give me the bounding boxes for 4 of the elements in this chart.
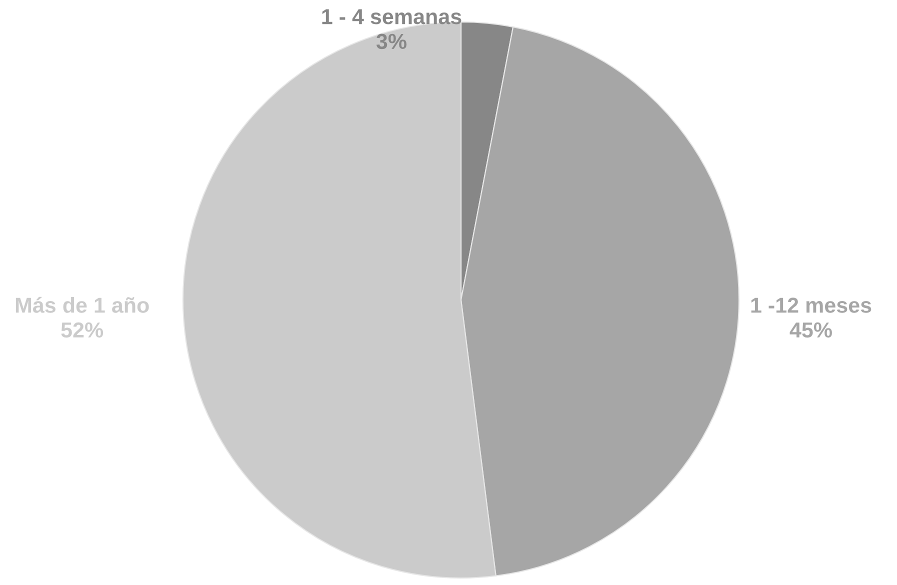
slice-label: 1 -12 meses	[751, 298, 872, 313]
slice-label: 1 - 4 semanas	[322, 9, 462, 24]
data-label: 3%	[376, 34, 406, 50]
data-label: 45%	[790, 322, 832, 338]
